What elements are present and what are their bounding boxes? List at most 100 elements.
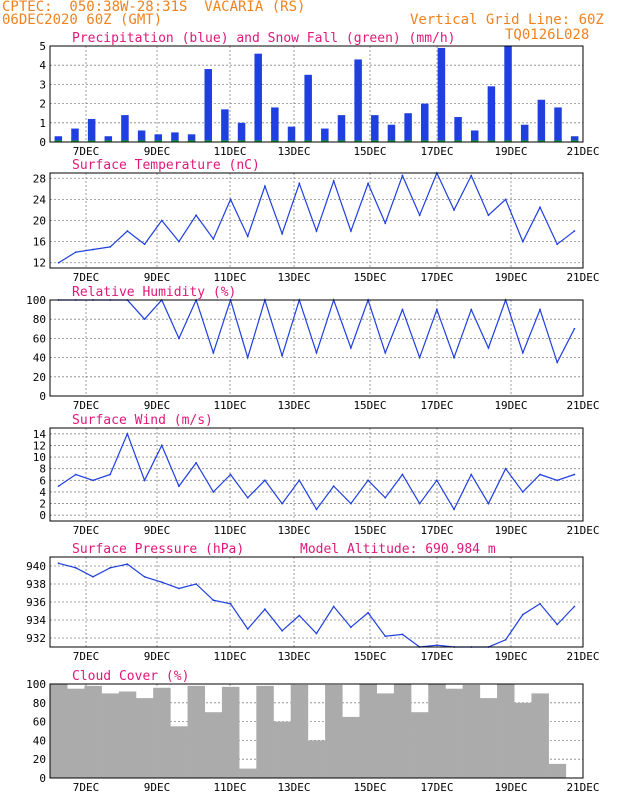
panel-title: Relative Humidity (%): [72, 285, 236, 300]
snowfall-bar: [321, 140, 329, 142]
snowfall-bar: [121, 140, 129, 142]
x-tick-label: 9DEC: [144, 781, 171, 794]
snowfall-bar: [470, 140, 479, 142]
x-tick-label: 19DEC: [494, 399, 527, 412]
data-point: [246, 628, 249, 630]
y-tick-label: 940: [26, 560, 46, 573]
precipitation-bar: [254, 53, 262, 142]
y-tick-label: 0: [39, 772, 46, 785]
y-tick-label: 20: [33, 753, 46, 766]
data-point: [109, 245, 112, 248]
y-tick-label: 2: [39, 98, 46, 111]
precipitation-bar: [371, 115, 379, 142]
data-point: [332, 180, 335, 182]
snowfall-bar: [154, 140, 163, 142]
data-point: [453, 508, 455, 511]
snowfall-bar: [520, 140, 529, 142]
y-tick-label: 10: [33, 451, 46, 464]
data-point: [212, 238, 215, 240]
y-tick-label: 40: [33, 734, 46, 747]
data-point: [178, 337, 180, 340]
snowfall-bar: [204, 140, 212, 142]
data-point: [521, 491, 524, 493]
y-tick-label: 20: [33, 215, 46, 228]
data-point: [246, 235, 249, 238]
cloud-cover-bar: [531, 693, 549, 778]
data-point: [332, 485, 335, 488]
data-point: [281, 354, 284, 357]
snowfall-bar: [287, 140, 296, 142]
precipitation-bar: [187, 134, 196, 142]
data-point: [470, 308, 473, 311]
precipitation-bar: [171, 132, 179, 142]
precipitation-bar: [570, 136, 579, 142]
snowfall-bar: [421, 140, 429, 142]
x-tick-label: 7DEC: [73, 650, 100, 663]
x-tick-label: 11DEC: [213, 145, 246, 158]
data-point: [521, 613, 524, 616]
data-point: [504, 638, 507, 641]
cloud-cover-bar: [514, 702, 532, 778]
data-point: [401, 473, 404, 476]
x-tick-label: 19DEC: [494, 271, 527, 284]
snowfall-bar: [271, 140, 279, 142]
data-point: [418, 356, 421, 359]
cloud-cover-bar: [170, 726, 188, 778]
x-tick-label: 15DEC: [353, 271, 386, 284]
cloud-cover-bar: [187, 685, 206, 778]
data-point: [367, 479, 369, 482]
precipitation-bar: [221, 109, 229, 142]
y-tick-label: 0: [39, 509, 46, 522]
data-point: [401, 308, 404, 311]
data-point: [539, 206, 541, 209]
y-tick-label: 4: [39, 59, 46, 72]
precipitation-bar: [54, 136, 63, 142]
data-point: [195, 214, 198, 217]
panel-title: Precipitation (blue) and Snow Fall (gree…: [72, 31, 456, 46]
data-point: [246, 356, 249, 359]
series-line: [58, 171, 575, 264]
cloud-cover-bar: [135, 698, 154, 778]
data-point: [539, 473, 541, 476]
y-tick-label: 932: [26, 632, 46, 645]
data-point: [349, 502, 352, 505]
data-point: [126, 432, 129, 435]
cloud-cover-bar: [307, 740, 326, 778]
x-tick-label: 17DEC: [420, 650, 453, 663]
x-tick-label: 13DEC: [277, 650, 310, 663]
data-point: [143, 575, 146, 578]
data-point: [367, 611, 369, 614]
x-tick-label: 9DEC: [144, 524, 171, 537]
cloud-cover-bar: [359, 684, 377, 778]
data-point: [178, 240, 180, 243]
y-tick-label: 80: [33, 313, 46, 326]
data-point: [212, 599, 215, 602]
precipitation-bar: [87, 118, 96, 142]
y-tick-label: 14: [33, 428, 47, 441]
data-point: [195, 583, 198, 585]
x-tick-label: 21DEC: [566, 145, 599, 158]
data-point: [435, 479, 438, 482]
x-tick-label: 7DEC: [73, 271, 100, 284]
data-point: [470, 473, 473, 476]
cloud-cover-bar: [118, 691, 137, 778]
data-point: [92, 575, 94, 578]
cloud-cover-bar: [393, 684, 412, 778]
precipitation-bar: [121, 115, 129, 142]
data-point: [229, 473, 232, 476]
cloud-cover-bar: [376, 693, 395, 778]
precipitation-bar: [154, 134, 163, 142]
header-model-code: TQ0126L028: [505, 27, 590, 43]
data-point: [521, 351, 524, 354]
snowfall-bar: [504, 140, 512, 142]
data-point: [57, 261, 60, 264]
data-point: [229, 198, 232, 201]
cloud-cover-bar: [101, 693, 120, 778]
precipitation-bar: [71, 128, 79, 142]
y-tick-label: 12: [33, 257, 46, 270]
snowfall-bar: [454, 140, 462, 142]
x-tick-label: 15DEC: [353, 781, 386, 794]
data-point: [57, 562, 60, 565]
data-point: [521, 240, 524, 243]
